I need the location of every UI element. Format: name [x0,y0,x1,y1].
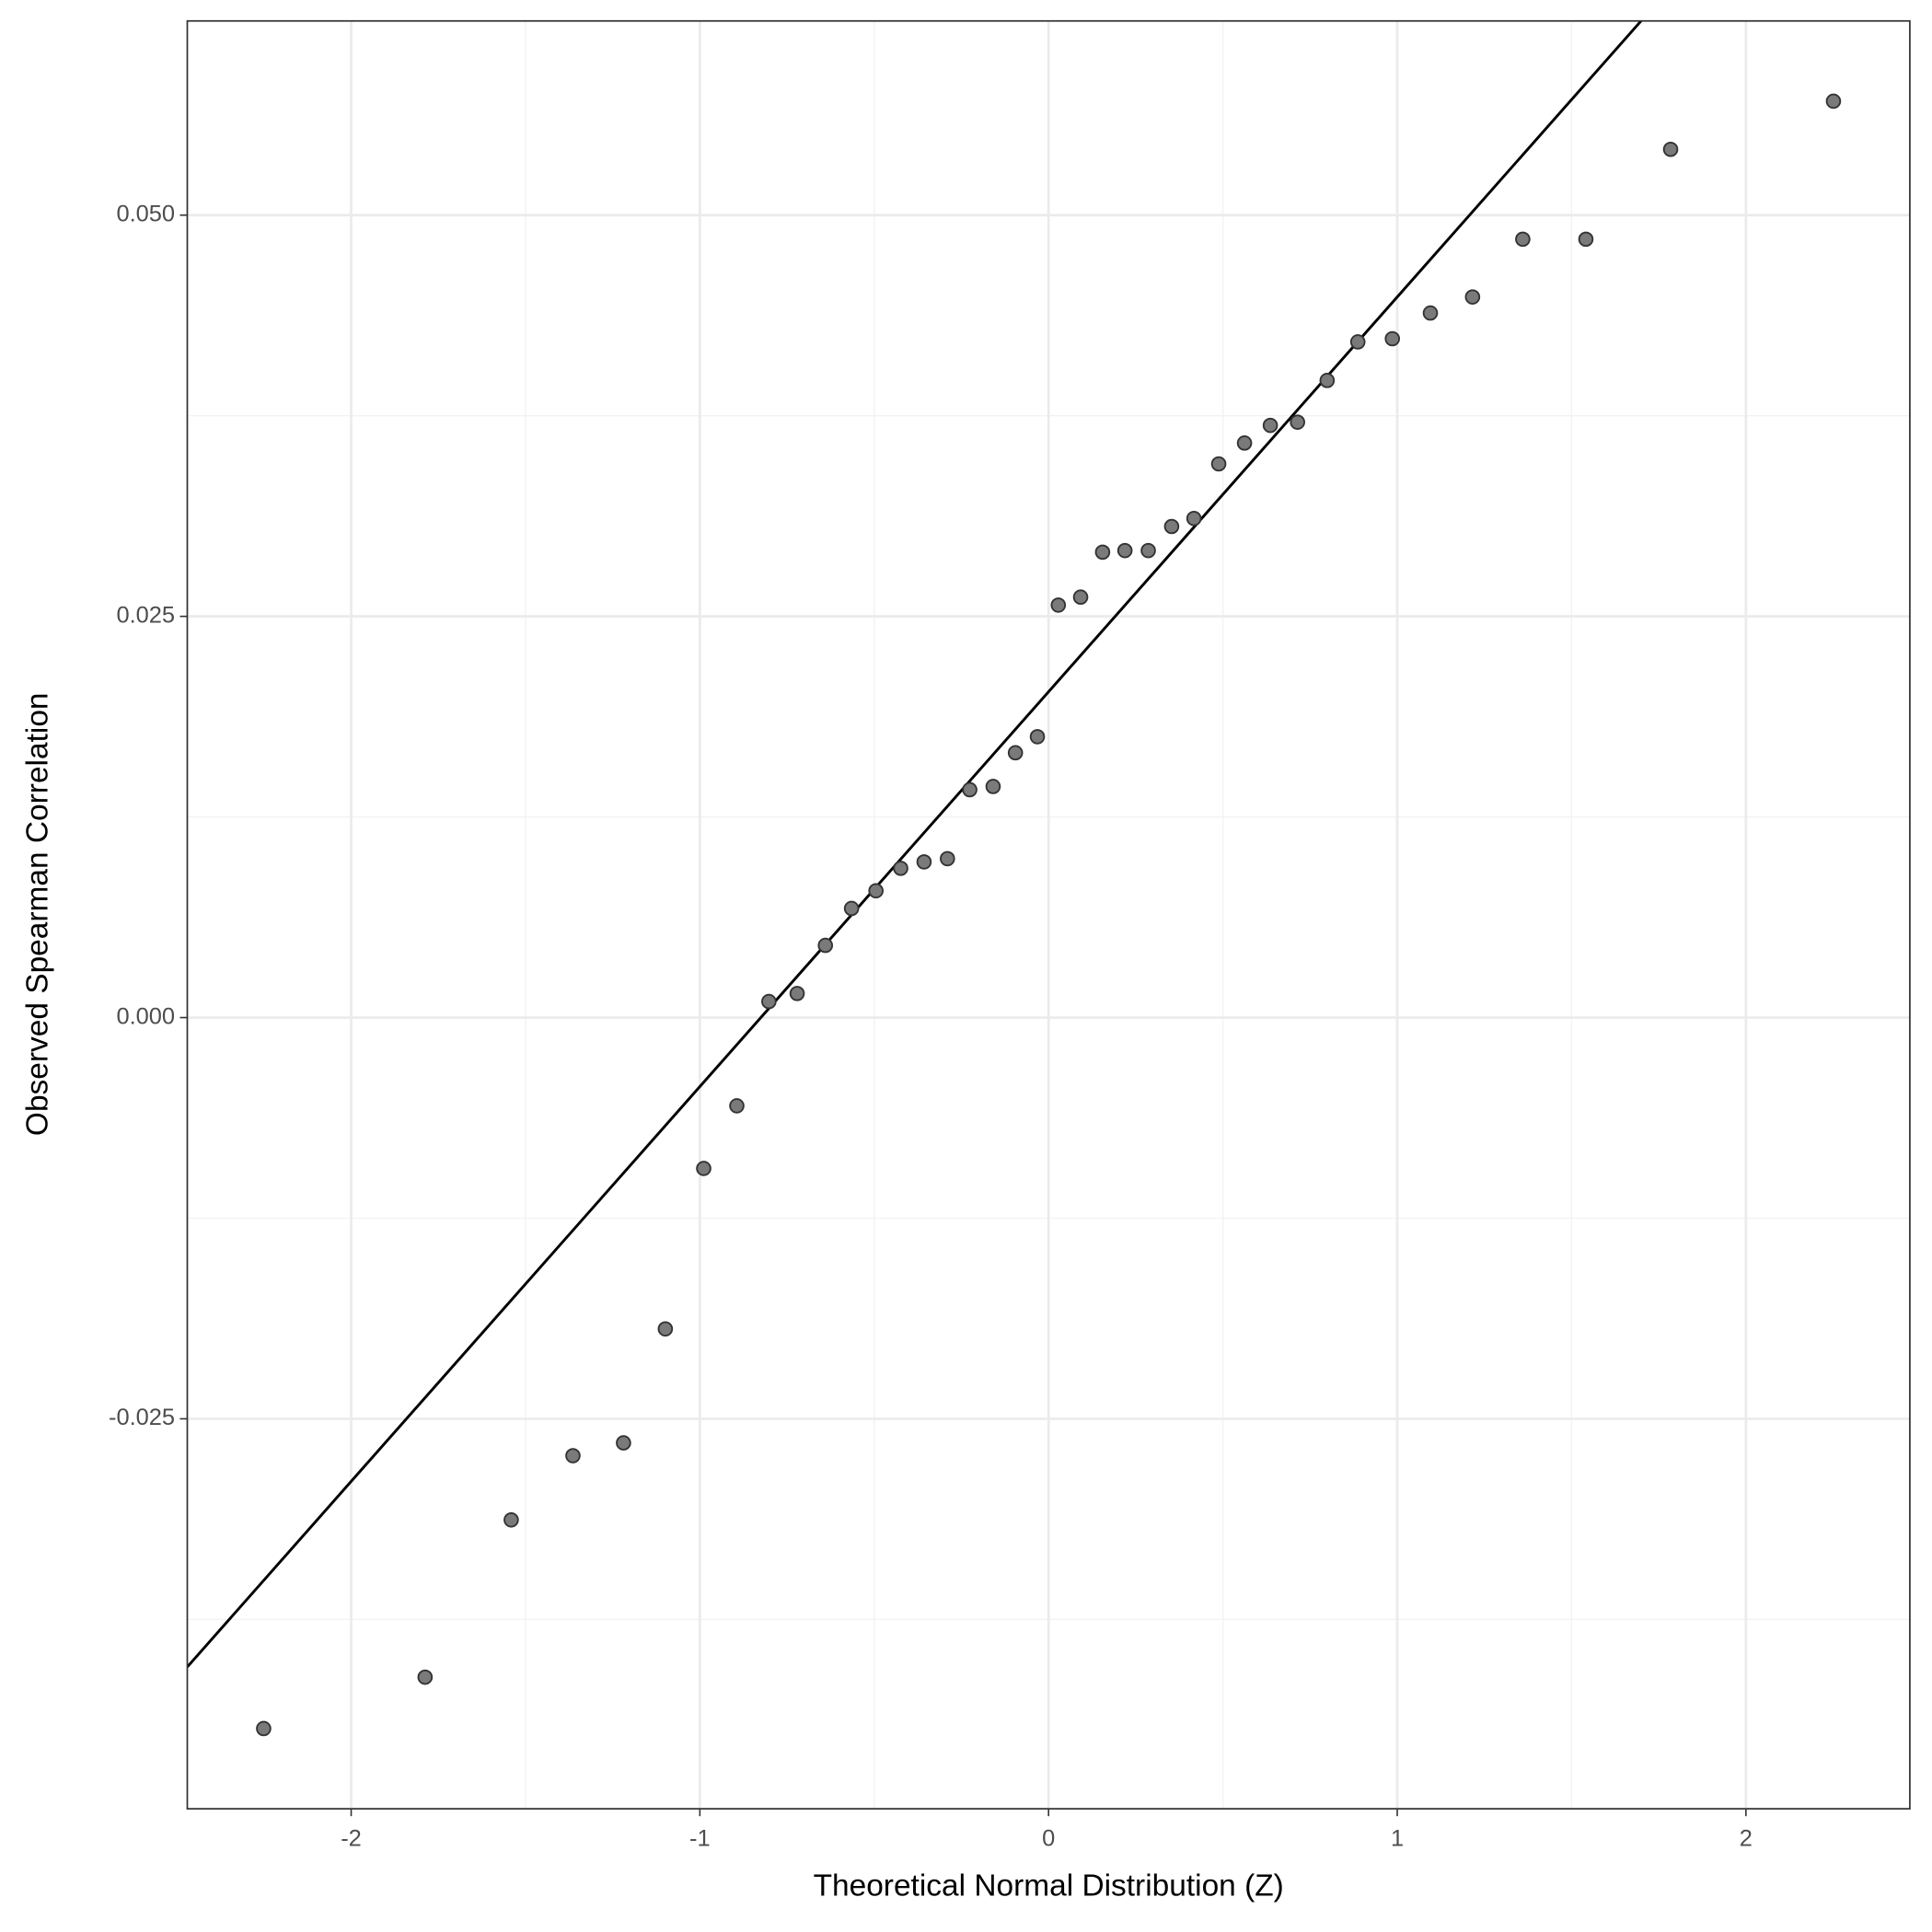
point [868,883,884,899]
y-tick-label: 0.050 [116,201,175,226]
panel-border [186,19,1911,1811]
y-tick-label: -0.025 [109,1405,175,1430]
point [616,1435,631,1451]
point [843,900,860,917]
reference-line [187,20,1643,1669]
point [1050,597,1067,613]
x-tick-label: 2 [1740,1825,1753,1851]
x-tick-label: -1 [689,1825,711,1851]
point [1029,729,1046,745]
point [1007,745,1024,761]
y-tick-label: 0.000 [116,1003,175,1029]
y-axis-title: Observed Spearman Correlation [21,692,55,1136]
point [893,861,908,876]
point [1515,231,1531,248]
point [1464,289,1481,305]
point [817,937,834,954]
point [1116,542,1133,559]
point [565,1448,581,1463]
point [1094,544,1111,561]
x-tick-label: 0 [1042,1825,1055,1851]
point [1072,589,1089,606]
point [1262,417,1278,434]
point [1422,305,1439,321]
point [1163,518,1180,535]
point [1349,334,1366,350]
point [1319,373,1336,388]
x-tick-label: -2 [341,1825,362,1851]
point [789,986,805,1001]
point [1236,435,1253,451]
point [256,1720,272,1737]
point [1186,510,1202,526]
point [1384,330,1401,347]
point [696,1161,711,1176]
point [985,779,1001,794]
point [657,1321,674,1337]
point [729,1098,745,1114]
point [761,993,777,1010]
x-tick-label: 1 [1391,1825,1404,1851]
point [1578,231,1594,248]
y-tick-label: 0.025 [116,602,175,628]
point [503,1511,519,1528]
point [1825,93,1842,110]
x-axis-title: Theoretical Normal Distribution (Z) [814,1869,1284,1903]
point [1140,542,1156,559]
point [1662,141,1679,157]
point [962,781,978,798]
point [1290,414,1305,430]
point [417,1669,434,1685]
point [916,854,932,870]
point [1210,456,1227,472]
point [940,850,955,867]
